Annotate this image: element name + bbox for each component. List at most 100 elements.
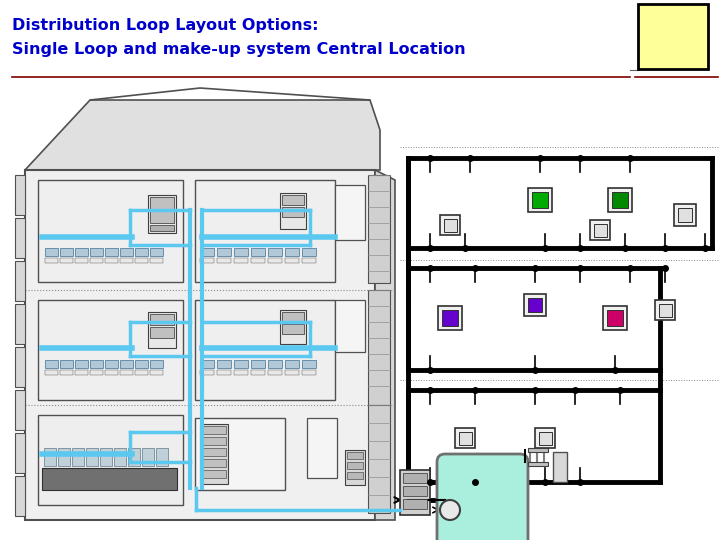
Bar — [234, 370, 248, 375]
Bar — [251, 360, 265, 368]
Bar — [553, 452, 567, 482]
Bar — [528, 448, 548, 452]
Bar — [251, 248, 265, 256]
Bar — [75, 258, 88, 263]
Bar — [44, 448, 56, 466]
Bar — [403, 473, 427, 483]
Bar — [120, 370, 133, 375]
Bar — [251, 258, 265, 263]
Bar — [105, 258, 118, 263]
Bar — [150, 225, 174, 231]
Bar — [120, 248, 133, 256]
Bar — [268, 248, 282, 256]
Bar — [234, 360, 248, 368]
Text: Single Loop and make-up system Central Location: Single Loop and make-up system Central L… — [12, 42, 466, 57]
Bar — [444, 219, 457, 232]
Bar — [285, 248, 299, 256]
Bar — [307, 418, 337, 478]
Bar — [368, 175, 390, 283]
Bar — [195, 180, 335, 282]
Bar — [75, 360, 88, 368]
Bar — [302, 248, 316, 256]
Bar — [528, 298, 542, 312]
Bar — [150, 370, 163, 375]
Bar — [234, 248, 248, 256]
Text: Distribution Loop Layout Options:: Distribution Loop Layout Options: — [12, 18, 318, 33]
Bar — [90, 248, 103, 256]
Bar — [75, 370, 88, 375]
Bar — [42, 468, 177, 490]
Bar — [368, 290, 390, 405]
Bar — [142, 448, 154, 466]
Bar — [459, 432, 472, 445]
Bar — [150, 197, 174, 209]
Bar — [608, 188, 632, 212]
Bar — [120, 258, 133, 263]
Bar — [90, 360, 103, 368]
Bar — [15, 476, 25, 516]
Bar — [150, 258, 163, 263]
Bar — [202, 437, 226, 445]
Bar — [45, 370, 58, 375]
Bar — [590, 220, 610, 240]
Bar — [612, 192, 628, 208]
Bar — [403, 486, 427, 496]
Bar — [60, 248, 73, 256]
Bar — [200, 424, 228, 484]
Bar — [38, 180, 183, 282]
Bar — [45, 258, 58, 263]
Bar — [285, 370, 299, 375]
Bar — [200, 360, 214, 368]
Bar — [60, 360, 73, 368]
Bar — [234, 258, 248, 263]
Bar — [200, 248, 214, 256]
Bar — [442, 310, 458, 326]
Polygon shape — [25, 170, 375, 520]
Circle shape — [440, 500, 460, 520]
Bar — [150, 314, 174, 325]
Polygon shape — [25, 100, 380, 170]
Bar — [335, 185, 365, 240]
Bar — [100, 448, 112, 466]
Bar — [105, 370, 118, 375]
Polygon shape — [375, 170, 395, 520]
Bar — [535, 428, 555, 448]
Bar — [524, 294, 546, 316]
Bar — [532, 192, 548, 208]
Bar — [135, 360, 148, 368]
Bar — [38, 415, 183, 505]
Bar — [403, 499, 427, 509]
Bar — [438, 306, 462, 330]
Bar — [455, 428, 475, 448]
Bar — [148, 312, 176, 348]
Text: 2: 2 — [654, 10, 691, 62]
Bar — [280, 310, 306, 344]
Bar — [302, 258, 316, 263]
Bar — [135, 258, 148, 263]
Bar — [45, 248, 58, 256]
Bar — [15, 175, 25, 215]
Bar — [251, 370, 265, 375]
Bar — [659, 304, 672, 317]
Bar — [60, 258, 73, 263]
Bar — [678, 208, 692, 222]
Bar — [400, 470, 430, 515]
Bar — [217, 360, 231, 368]
Bar — [195, 300, 335, 400]
Bar — [655, 300, 675, 320]
Bar — [200, 370, 214, 375]
Bar — [268, 360, 282, 368]
Bar — [15, 304, 25, 344]
Bar — [58, 448, 70, 466]
Bar — [150, 327, 174, 338]
Bar — [75, 248, 88, 256]
Bar — [195, 418, 285, 490]
FancyBboxPatch shape — [437, 454, 528, 540]
Bar — [282, 312, 304, 322]
Bar — [638, 4, 708, 69]
Bar — [217, 248, 231, 256]
Bar — [148, 195, 176, 233]
Bar — [347, 452, 363, 459]
Bar — [120, 360, 133, 368]
Bar — [202, 448, 226, 456]
